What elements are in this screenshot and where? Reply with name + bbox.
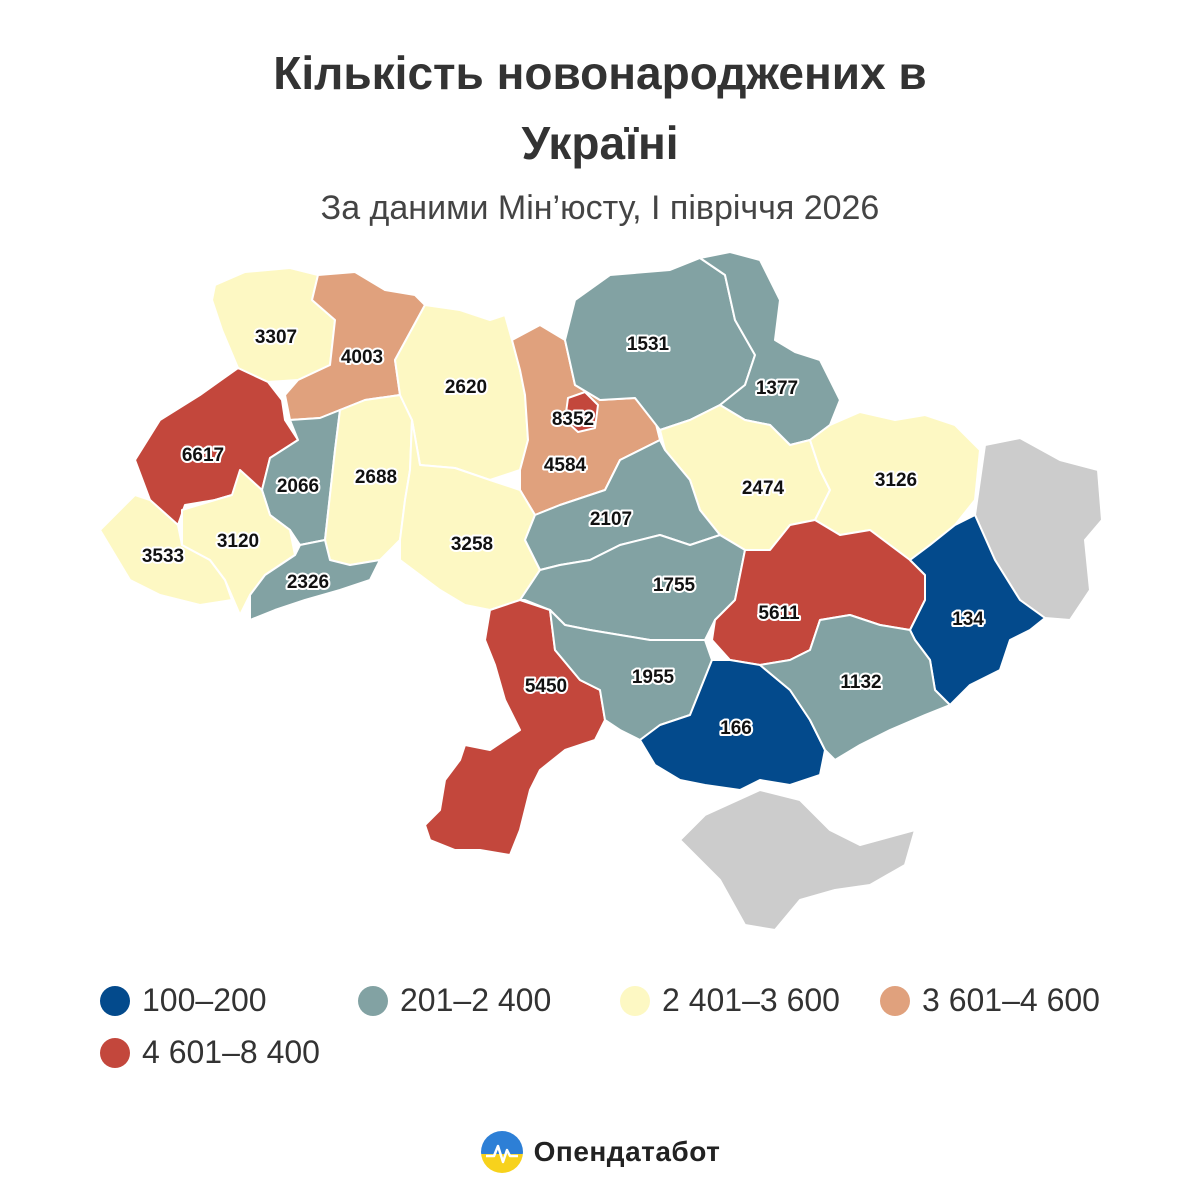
value-label-kherson: 166 [720, 718, 752, 739]
title-line-1: Кількість новонароджених в [273, 47, 927, 99]
value-label-odesa: 5450 [525, 676, 567, 697]
chart-title: Кількість новонароджених в Україні [0, 38, 1200, 178]
brand: Опендатабот [0, 1130, 1200, 1174]
legend-label-3: 2 401–3 600 [662, 982, 840, 1018]
value-label-chernihiv: 1531 [627, 334, 670, 355]
value-label-kirovohrad: 1755 [653, 575, 696, 596]
value-label-kyiv-city: 8352 [552, 409, 594, 430]
value-label-zakarpattia: 3533 [142, 546, 184, 567]
chart-subtitle: За даними Мін’юсту, І півріччя 2026 [320, 189, 880, 227]
value-label-chernivtsi: 2326 [287, 572, 329, 593]
value-label-ternopil: 2066 [277, 476, 319, 497]
legend-label-2: 201–2 400 [400, 982, 552, 1018]
legend-label-5: 4 601–8 400 [142, 1034, 320, 1070]
region-chernivtsi [249, 539, 381, 621]
legend-swatch-1 [100, 985, 130, 1016]
legend-item-2: 201–2 400 [358, 982, 551, 1019]
brand-name: Опендатабот [533, 1136, 721, 1167]
legend-item-4: 3 601–4 600 [880, 982, 1100, 1019]
value-label-donetsk: 134 [952, 609, 984, 630]
value-label-zaporizhzhia: 1132 [840, 672, 881, 693]
value-label-ivano-frankivsk: 3120 [217, 531, 259, 552]
legend-label-1: 100–200 [142, 982, 267, 1018]
legend-item-3: 2 401–3 600 [620, 982, 840, 1019]
value-label-kyiv-oblast: 4584 [544, 455, 587, 476]
value-label-lviv: 6617 [182, 445, 224, 466]
value-label-cherkasy: 2107 [590, 509, 632, 530]
value-label-kharkiv: 3126 [875, 470, 917, 491]
value-label-volyn: 3307 [255, 327, 297, 348]
value-label-khmelnytskyi: 2688 [355, 467, 397, 488]
legend-item-1: 100–200 [100, 982, 267, 1019]
opendatabot-logo-icon [480, 1131, 523, 1173]
title-line-2: Україні [521, 117, 679, 169]
value-label-poltava: 2474 [742, 478, 785, 499]
value-label-mykolaiv: 1955 [632, 667, 675, 688]
value-label-vinnytsia: 3258 [451, 534, 493, 555]
value-label-dnipropetrovsk: 5611 [758, 603, 800, 624]
region-zaporizhzhia [759, 614, 951, 761]
legend-item-5: 4 601–8 400 [100, 1034, 320, 1071]
legend-swatch-2 [358, 985, 388, 1016]
legend-swatch-5 [100, 1037, 130, 1068]
ukraine-choropleth-map: 3307 4003 6617 2066 2688 2620 4584 8352 1531 1377… [99, 251, 1103, 931]
region-donetsk [909, 514, 1046, 706]
value-label-sumy: 1377 [756, 378, 798, 399]
legend-swatch-3 [620, 985, 650, 1016]
value-label-rivne: 4003 [341, 347, 383, 368]
value-label-zhytomyr: 2620 [445, 377, 487, 398]
legend-swatch-4 [880, 985, 910, 1016]
region-crimea [679, 789, 916, 931]
legend-label-4: 3 601–4 600 [922, 982, 1100, 1018]
